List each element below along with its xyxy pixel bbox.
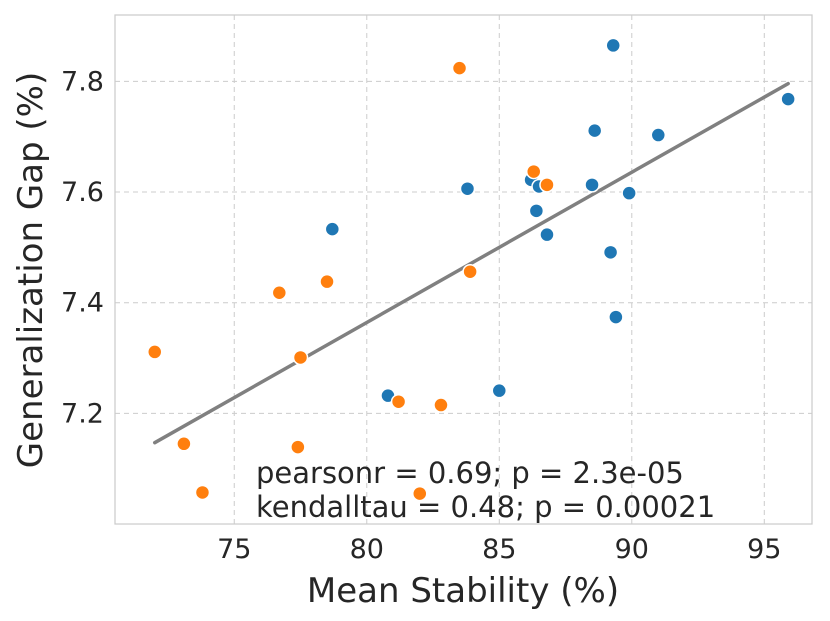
- data-point-orange: [412, 485, 428, 502]
- data-point-orange: [319, 273, 335, 290]
- y-tick-label: 7.2: [61, 398, 104, 429]
- data-point-orange: [147, 344, 163, 360]
- data-point-blue: [459, 180, 476, 197]
- data-point-blue: [324, 221, 341, 237]
- y-tick-label: 7.4: [61, 288, 104, 319]
- data-points: [147, 37, 796, 502]
- data-point-orange: [176, 436, 192, 452]
- data-point-orange: [271, 284, 288, 301]
- regression-line: [153, 81, 790, 445]
- data-point-orange: [390, 393, 407, 410]
- y-tick-label: 7.6: [61, 177, 104, 208]
- y-tick-label: 7.8: [61, 66, 104, 97]
- data-point-blue: [621, 185, 637, 201]
- data-point-orange: [539, 177, 555, 193]
- x-tick-labels: 75 80 85 90 95: [217, 534, 781, 565]
- data-point-orange: [292, 349, 309, 366]
- y-tick-labels: 7.2 7.4 7.6 7.8: [61, 66, 104, 429]
- data-point-blue: [539, 226, 555, 243]
- data-point-blue: [650, 127, 667, 143]
- x-tick-label: 80: [350, 534, 384, 565]
- x-tick-label: 90: [615, 534, 649, 565]
- data-point-orange: [462, 263, 478, 280]
- x-axis-title: Mean Stability (%): [307, 571, 619, 611]
- data-point-orange: [451, 60, 468, 76]
- data-point-orange: [194, 484, 211, 501]
- grid-lines: [115, 15, 812, 524]
- plot-frame: [114, 14, 813, 525]
- fit-line-group: [153, 81, 790, 445]
- data-point-blue: [584, 177, 600, 193]
- data-point-blue: [528, 203, 545, 219]
- x-tick-label: 75: [217, 534, 251, 565]
- data-point-orange: [525, 163, 542, 180]
- x-tick-label: 85: [482, 534, 516, 565]
- y-axis-title: Generalization Gap (%): [11, 72, 51, 468]
- data-point-blue: [605, 37, 621, 54]
- data-point-orange: [290, 439, 306, 455]
- kendall-annotation: kendalltau = 0.48; p = 0.00021: [256, 490, 715, 524]
- data-point-blue: [602, 244, 619, 261]
- data-point-blue: [608, 309, 624, 325]
- pearson-annotation: pearsonr = 0.69; p = 2.3e-05: [256, 456, 684, 490]
- data-point-orange: [433, 397, 449, 413]
- data-point-blue: [586, 122, 603, 139]
- x-tick-label: 95: [747, 534, 781, 565]
- data-point-blue: [491, 382, 508, 399]
- data-point-blue: [780, 91, 796, 107]
